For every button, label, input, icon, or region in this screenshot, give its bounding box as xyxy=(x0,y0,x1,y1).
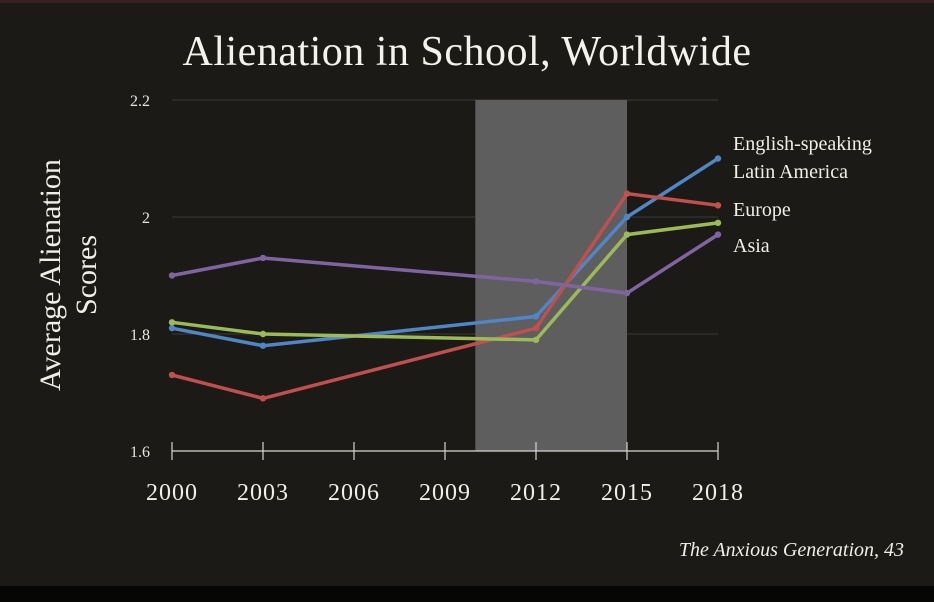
data-point-1-2012 xyxy=(532,324,540,332)
data-point-1-2003 xyxy=(259,395,267,402)
data-point-3-2015 xyxy=(623,289,631,297)
data-point-3-2018 xyxy=(714,231,722,238)
y-axis-title-line-2: Scores xyxy=(70,235,103,315)
x-tick-label-2003: 2003 xyxy=(237,480,289,506)
data-point-0-2015 xyxy=(623,213,631,221)
data-point-0-2003 xyxy=(259,342,267,349)
gridlines xyxy=(172,99,718,335)
series-label-3: Asia xyxy=(733,235,770,257)
data-point-0-2018 xyxy=(714,155,722,162)
line-chart: 1.61.822.2 2000 2003 2006 2009 2012 2015 2018 … xyxy=(34,93,872,506)
y-tick-label-2.2: 2.2 xyxy=(130,93,150,110)
data-point-2-2003 xyxy=(259,330,267,338)
series-labels: English-speaking Latin America Europe Asia xyxy=(733,133,872,257)
data-point-3-2012 xyxy=(532,278,540,285)
y-axis-title-line-1: Average Alienation xyxy=(34,159,67,391)
x-axis xyxy=(171,442,719,460)
data-point-1-2000 xyxy=(168,371,176,379)
series-label-1: Latin America xyxy=(733,161,848,183)
x-tick-label-2006: 2006 xyxy=(328,480,380,506)
data-point-2-2012 xyxy=(532,336,540,344)
highlight-band-group xyxy=(475,100,627,451)
y-tick-label-2: 2 xyxy=(142,210,150,227)
series-lines xyxy=(168,155,722,402)
top-edge-bar xyxy=(0,0,934,3)
x-tick-label-2018: 2018 xyxy=(692,480,744,506)
y-tick-labels: 1.6 1.8 2 2.2 xyxy=(130,93,150,461)
series-line-2 xyxy=(170,221,720,342)
highlight-band xyxy=(475,100,627,451)
series-line-0 xyxy=(170,156,720,348)
data-point-0-2000 xyxy=(168,324,176,332)
data-point-3-2003 xyxy=(259,254,267,262)
data-point-1-2015 xyxy=(623,190,631,197)
data-point-2-2015 xyxy=(623,231,631,238)
chart-title: Alienation in School, Worldwide xyxy=(182,29,752,75)
data-point-3-2000 xyxy=(168,272,176,279)
series-label-0: English-speaking xyxy=(733,133,872,155)
slide-background xyxy=(0,0,934,586)
data-point-0-2012 xyxy=(532,313,540,320)
bottom-edge-bar xyxy=(0,586,934,602)
y-axis-title: Average Alienation Scores xyxy=(34,159,103,391)
y-tick-label-1.8: 1.8 xyxy=(130,327,150,344)
source-caption: The Anxious Generation, 43 xyxy=(678,539,904,561)
data-point-2-2018 xyxy=(714,219,722,227)
series-line-1 xyxy=(170,191,720,401)
x-tick-label-2000: 2000 xyxy=(146,480,198,506)
x-tick-label-2015: 2015 xyxy=(601,480,653,506)
data-point-2-2000 xyxy=(168,319,176,326)
data-point-1-2018 xyxy=(714,202,722,209)
series-label-2: Europe xyxy=(733,199,791,221)
x-tick-labels: 2000 2003 2006 2009 2012 2015 2018 xyxy=(146,480,744,506)
x-tick-label-2012: 2012 xyxy=(510,480,562,506)
x-tick-label-2009: 2009 xyxy=(419,480,471,506)
series-line-3 xyxy=(170,232,720,295)
y-tick-label-1.6: 1.6 xyxy=(130,444,150,461)
